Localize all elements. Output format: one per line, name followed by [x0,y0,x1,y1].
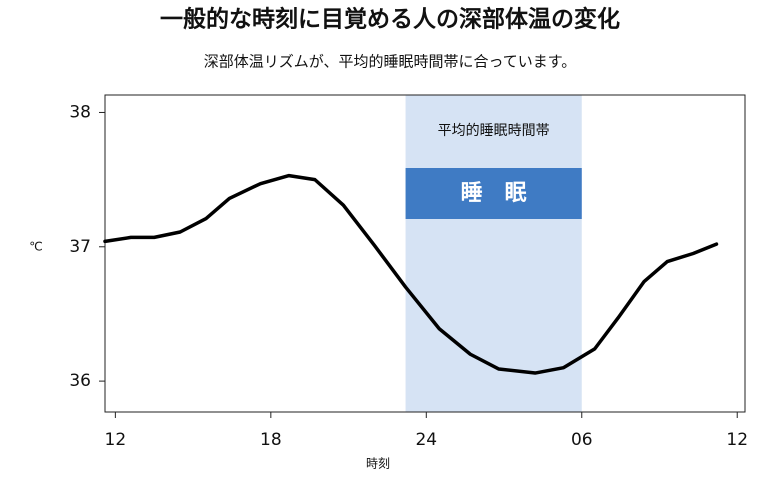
x-tick-label: 24 [415,430,437,450]
y-tick-label: 38 [69,102,91,122]
chart-title: 一般的な時刻に目覚める人の深部体温の変化 [160,6,620,33]
x-tick-label: 18 [260,430,282,450]
x-tick-label: 12 [726,430,748,450]
y-tick-label: 36 [69,371,91,391]
plot-frame [104,94,746,413]
band-box [405,168,582,219]
sleep-band [405,95,582,412]
x-axis-label: 時刻 [366,457,390,471]
temperature-line [103,173,719,375]
y-tick-label: 37 [69,237,91,257]
x-tick-label: 06 [571,430,593,450]
band-label: 平均的睡眠時間帯 [438,123,550,139]
band-box-label: 睡 眠 [461,181,527,206]
x-tick-label: 12 [105,430,127,450]
chart-subtitle: 深部体温リズムが、平均的睡眠時間帯に合っています。 [204,53,576,71]
y-axis-label: ℃ [29,240,42,254]
